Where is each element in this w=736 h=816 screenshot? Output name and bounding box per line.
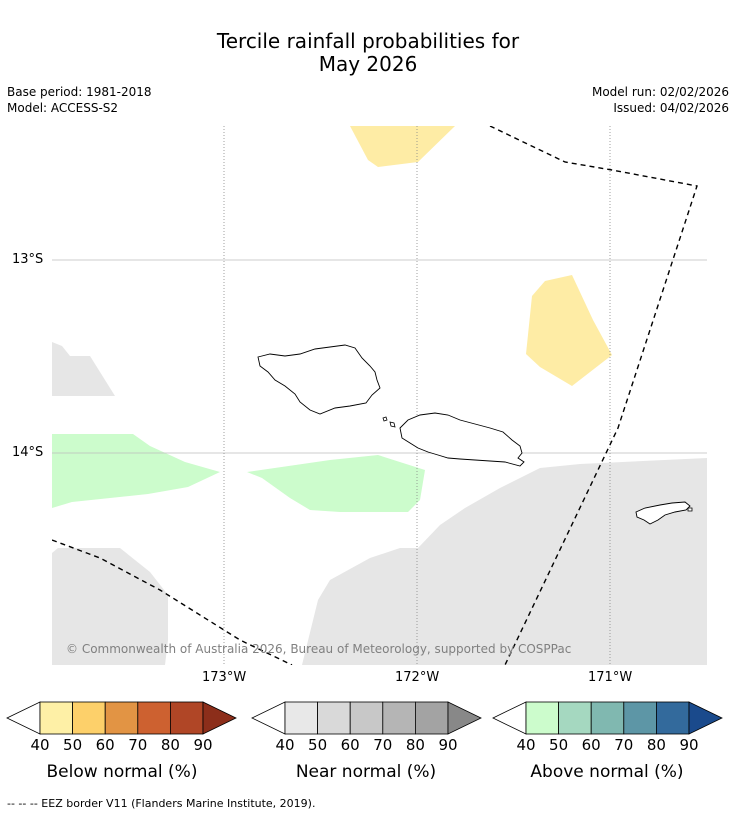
manono-island xyxy=(382,416,388,422)
colorbar-near-tick: 60 xyxy=(340,736,360,754)
above-normal-region-central xyxy=(247,455,425,512)
colorbar-below-normal xyxy=(6,701,237,735)
colorbar-below-tick: 60 xyxy=(95,736,115,754)
colorbar-title-near: Near normal (%) xyxy=(295,762,437,782)
colorbar-near-arrow-high xyxy=(447,701,482,735)
issued-date: Issued: 04/02/2026 xyxy=(613,101,729,115)
colorbar-above-normal xyxy=(492,701,723,735)
eez-border xyxy=(489,126,698,665)
base-period: Base period: 1981-2018 xyxy=(7,85,152,99)
aunuu-island xyxy=(687,507,693,512)
colorbar-below-tick: 80 xyxy=(160,736,180,754)
colorbar-below-segment xyxy=(169,701,204,735)
colorbar-near-segment xyxy=(382,701,416,735)
model-name: Model: ACCESS-S2 xyxy=(7,101,119,115)
lat-label-14s: 14°S xyxy=(12,445,44,460)
colorbar-below-tick: 70 xyxy=(128,736,148,754)
map-panel: © Commonwealth of Australia 2026, Bureau… xyxy=(52,126,707,665)
colorbar-above-tick: 70 xyxy=(614,736,634,754)
colorbar-above-segment xyxy=(590,701,625,735)
lon-label-171w: 171°W xyxy=(588,670,633,685)
colorbar-below-segment xyxy=(104,701,139,735)
near-normal-region-southwest xyxy=(52,548,168,665)
colorbar-above-tick: 80 xyxy=(646,736,666,754)
near-normal-region-southeast xyxy=(302,458,707,665)
colorbar-near-normal xyxy=(251,701,482,735)
colorbar-near-tick: 80 xyxy=(405,736,425,754)
colorbar-above-segment xyxy=(656,701,690,735)
colorbar-near-segment xyxy=(414,701,449,735)
title-line-2: May 2026 xyxy=(318,52,418,76)
tutuila-island xyxy=(635,501,691,525)
colorbar-title-below: Below normal (%) xyxy=(46,762,198,782)
colorbar-below-segment xyxy=(137,701,171,735)
apolima-island xyxy=(389,421,396,428)
savaii-island xyxy=(257,344,381,415)
eez-border-southwest xyxy=(52,539,293,665)
colorbar-below-tick: 90 xyxy=(193,736,213,754)
colorbar-above-segment xyxy=(525,701,559,735)
model-run: Model run: 02/02/2026 xyxy=(591,85,729,99)
colorbar-below-arrow-low xyxy=(6,701,41,735)
colorbar-near-segment xyxy=(284,701,318,735)
below-normal-region-east xyxy=(526,275,612,386)
meta-right: Model run: 02/02/2026 Issued: 04/02/2026 xyxy=(592,84,729,116)
above-normal-region-west xyxy=(52,434,220,508)
colorbar-above-segment xyxy=(623,701,657,735)
colorbar-near-tick: 50 xyxy=(308,736,328,754)
colorbar-below-tick: 50 xyxy=(63,736,83,754)
colorbar-below-tick: 40 xyxy=(30,736,50,754)
colorbar-below-arrow-high xyxy=(202,701,237,735)
colorbar-near-tick: 40 xyxy=(275,736,295,754)
colorbar-near-tick: 70 xyxy=(373,736,393,754)
colorbar-above-segment xyxy=(558,701,592,735)
colorbar-above-arrow-high xyxy=(688,701,723,735)
colorbars xyxy=(6,701,723,735)
copyright-text: © Commonwealth of Australia 2026, Bureau… xyxy=(66,642,571,656)
lon-label-172w: 172°W xyxy=(395,670,440,685)
colorbar-above-tick: 50 xyxy=(549,736,569,754)
colorbar-near-arrow-low xyxy=(251,701,286,735)
colorbar-above-arrow-low xyxy=(492,701,527,735)
colorbar-near-segment xyxy=(349,701,384,735)
colorbar-above-tick: 90 xyxy=(679,736,699,754)
below-normal-region-north xyxy=(350,126,455,167)
title-line-1: Tercile rainfall probabilities for xyxy=(216,29,520,53)
colorbar-below-segment xyxy=(39,701,73,735)
lat-label-13s: 13°S xyxy=(12,252,44,267)
colorbar-near-segment xyxy=(317,701,351,735)
colorbar-above-tick: 40 xyxy=(516,736,536,754)
eez-footer: -- -- -- EEZ border V11 (Flanders Marine… xyxy=(7,797,316,810)
meta-left: Base period: 1981-2018 Model: ACCESS-S2 xyxy=(7,84,152,116)
map-title: Tercile rainfall probabilities for May 2… xyxy=(0,30,736,76)
colorbar-near-tick: 90 xyxy=(438,736,458,754)
lon-label-173w: 173°W xyxy=(202,670,247,685)
colorbar-title-above: Above normal (%) xyxy=(530,762,684,782)
upolu-island xyxy=(399,412,525,467)
near-normal-region-west xyxy=(52,342,115,396)
colorbar-below-segment xyxy=(72,701,106,735)
colorbar-above-tick: 60 xyxy=(581,736,601,754)
